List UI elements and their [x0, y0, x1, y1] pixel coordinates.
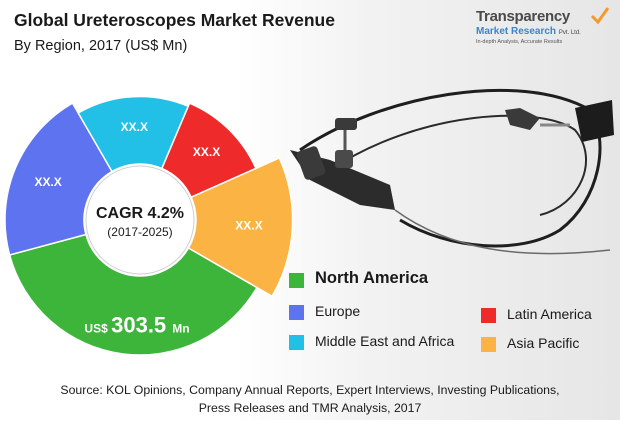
legend-item-asia-pacific: Asia Pacific	[481, 335, 611, 353]
brand-logo: Transparency Market Research Pvt. Ltd. I…	[470, 6, 612, 56]
center-cagr-label: CAGR 4.2%	[96, 205, 184, 222]
slice-label-middle-east-and-africa: XX.X	[121, 120, 148, 134]
source-line-1: Source: KOL Opinions, Company Annual Rep…	[60, 383, 560, 397]
legend-label: North America	[315, 269, 429, 287]
legend-item-north-america: North America	[289, 269, 469, 289]
legend-swatch	[289, 273, 304, 288]
pie-slice-north-america	[8, 233, 258, 356]
chart-subtitle: By Region, 2017 (US$ Mn)	[14, 38, 188, 54]
pie-slice-europe	[4, 102, 114, 256]
slice-label-asia-pacific: XX.X	[235, 219, 262, 233]
legend-swatch	[481, 337, 496, 352]
checkmark-icon	[590, 7, 610, 25]
brand-subname: Market Research Pvt. Ltd.	[476, 26, 581, 37]
center-circle	[85, 165, 195, 275]
source-note: Source: KOL Opinions, Company Annual Rep…	[0, 381, 620, 417]
legend-label: Europe	[315, 303, 361, 319]
chart-title: Global Ureteroscopes Market Revenue	[14, 10, 335, 30]
source-line-2: Press Releases and TMR Analysis, 2017	[198, 401, 422, 415]
legend-swatch	[289, 335, 304, 350]
slice-label-latin-america: XX.X	[193, 145, 220, 159]
brand-tagline: In-depth Analysis, Accurate Results	[476, 39, 563, 45]
legend-label: Asia Pacific	[507, 335, 580, 351]
legend-item-europe: Europe	[289, 303, 449, 321]
legend-label: Middle East and Africa	[315, 333, 455, 349]
center-period-label: (2017-2025)	[107, 225, 172, 239]
slice-label-europe: XX.X	[34, 175, 61, 189]
pie-slice-asia-pacific	[187, 156, 294, 298]
legend-item-latin-america: Latin America	[481, 306, 611, 324]
legend-item-middle-east-and-africa: Middle East and Africa	[289, 333, 474, 351]
brand-name: Transparency	[476, 8, 570, 25]
legend-swatch	[289, 305, 304, 320]
legend-swatch	[481, 308, 496, 323]
legend-label: Latin America	[507, 306, 592, 322]
slice-label-north-america: US$ 303.5 Mn	[84, 313, 189, 338]
